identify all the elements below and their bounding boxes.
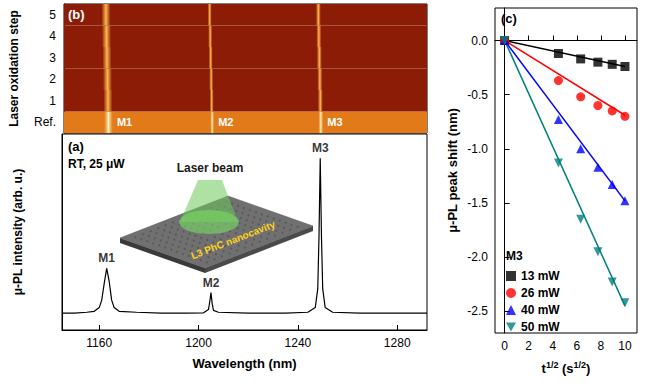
svg-text:M1: M1	[117, 116, 132, 128]
svg-text:-1.5: -1.5	[467, 196, 488, 210]
svg-text:Laser oxidation step: Laser oxidation step	[7, 10, 21, 127]
svg-text:(a): (a)	[68, 139, 84, 154]
svg-text:50 mW: 50 mW	[521, 320, 560, 334]
svg-text:M1: M1	[98, 251, 115, 265]
svg-text:1160: 1160	[86, 336, 112, 350]
svg-text:Ref.: Ref.	[34, 115, 56, 129]
svg-text:1/2: 1/2	[546, 360, 559, 370]
svg-text:2: 2	[525, 339, 532, 353]
svg-text:RT, 25 μW: RT, 25 μW	[68, 157, 125, 171]
svg-text:-0.5: -0.5	[467, 88, 488, 102]
svg-text:(c): (c)	[501, 11, 517, 26]
svg-text:M2: M2	[218, 116, 233, 128]
svg-text:1280: 1280	[384, 336, 411, 350]
svg-text:μ-PL peak shift (nm): μ-PL peak shift (nm)	[445, 108, 460, 233]
svg-text:1240: 1240	[285, 336, 312, 350]
svg-text:0: 0	[501, 339, 508, 353]
svg-text:M3: M3	[506, 249, 523, 263]
svg-text:-2.0: -2.0	[467, 250, 488, 264]
svg-text:(b): (b)	[68, 7, 85, 22]
svg-text:40 mW: 40 mW	[521, 303, 560, 317]
svg-text:L3 PhC nanocavity: L3 PhC nanocavity	[189, 219, 277, 262]
svg-text:1200: 1200	[185, 336, 212, 350]
svg-text:): )	[586, 361, 590, 376]
svg-text:Laser beam: Laser beam	[177, 161, 244, 175]
svg-text:(s: (s	[558, 361, 573, 376]
svg-text:5: 5	[49, 8, 56, 22]
svg-text:6: 6	[573, 339, 580, 353]
svg-text:8: 8	[598, 339, 605, 353]
svg-text:13 mW: 13 mW	[521, 269, 560, 283]
svg-text:3: 3	[49, 51, 56, 65]
svg-text:-2.5: -2.5	[467, 304, 488, 318]
svg-text:1/2: 1/2	[574, 360, 587, 370]
svg-text:M3: M3	[312, 141, 329, 155]
svg-text:4: 4	[49, 29, 56, 43]
svg-text:t: t	[541, 361, 546, 376]
svg-text:M3: M3	[327, 116, 342, 128]
svg-text:μ-PL intensity (arb. u.): μ-PL intensity (arb. u.)	[11, 169, 25, 295]
svg-text:1: 1	[49, 94, 56, 108]
svg-text:Wavelength (nm): Wavelength (nm)	[192, 356, 296, 371]
svg-text:2: 2	[49, 72, 56, 86]
svg-text:26 mW: 26 mW	[521, 286, 560, 300]
svg-text:-1.0: -1.0	[467, 142, 488, 156]
svg-text:0.0: 0.0	[471, 34, 488, 48]
svg-text:10: 10	[618, 339, 632, 353]
svg-text:4: 4	[549, 339, 556, 353]
svg-text:M2: M2	[203, 276, 220, 290]
